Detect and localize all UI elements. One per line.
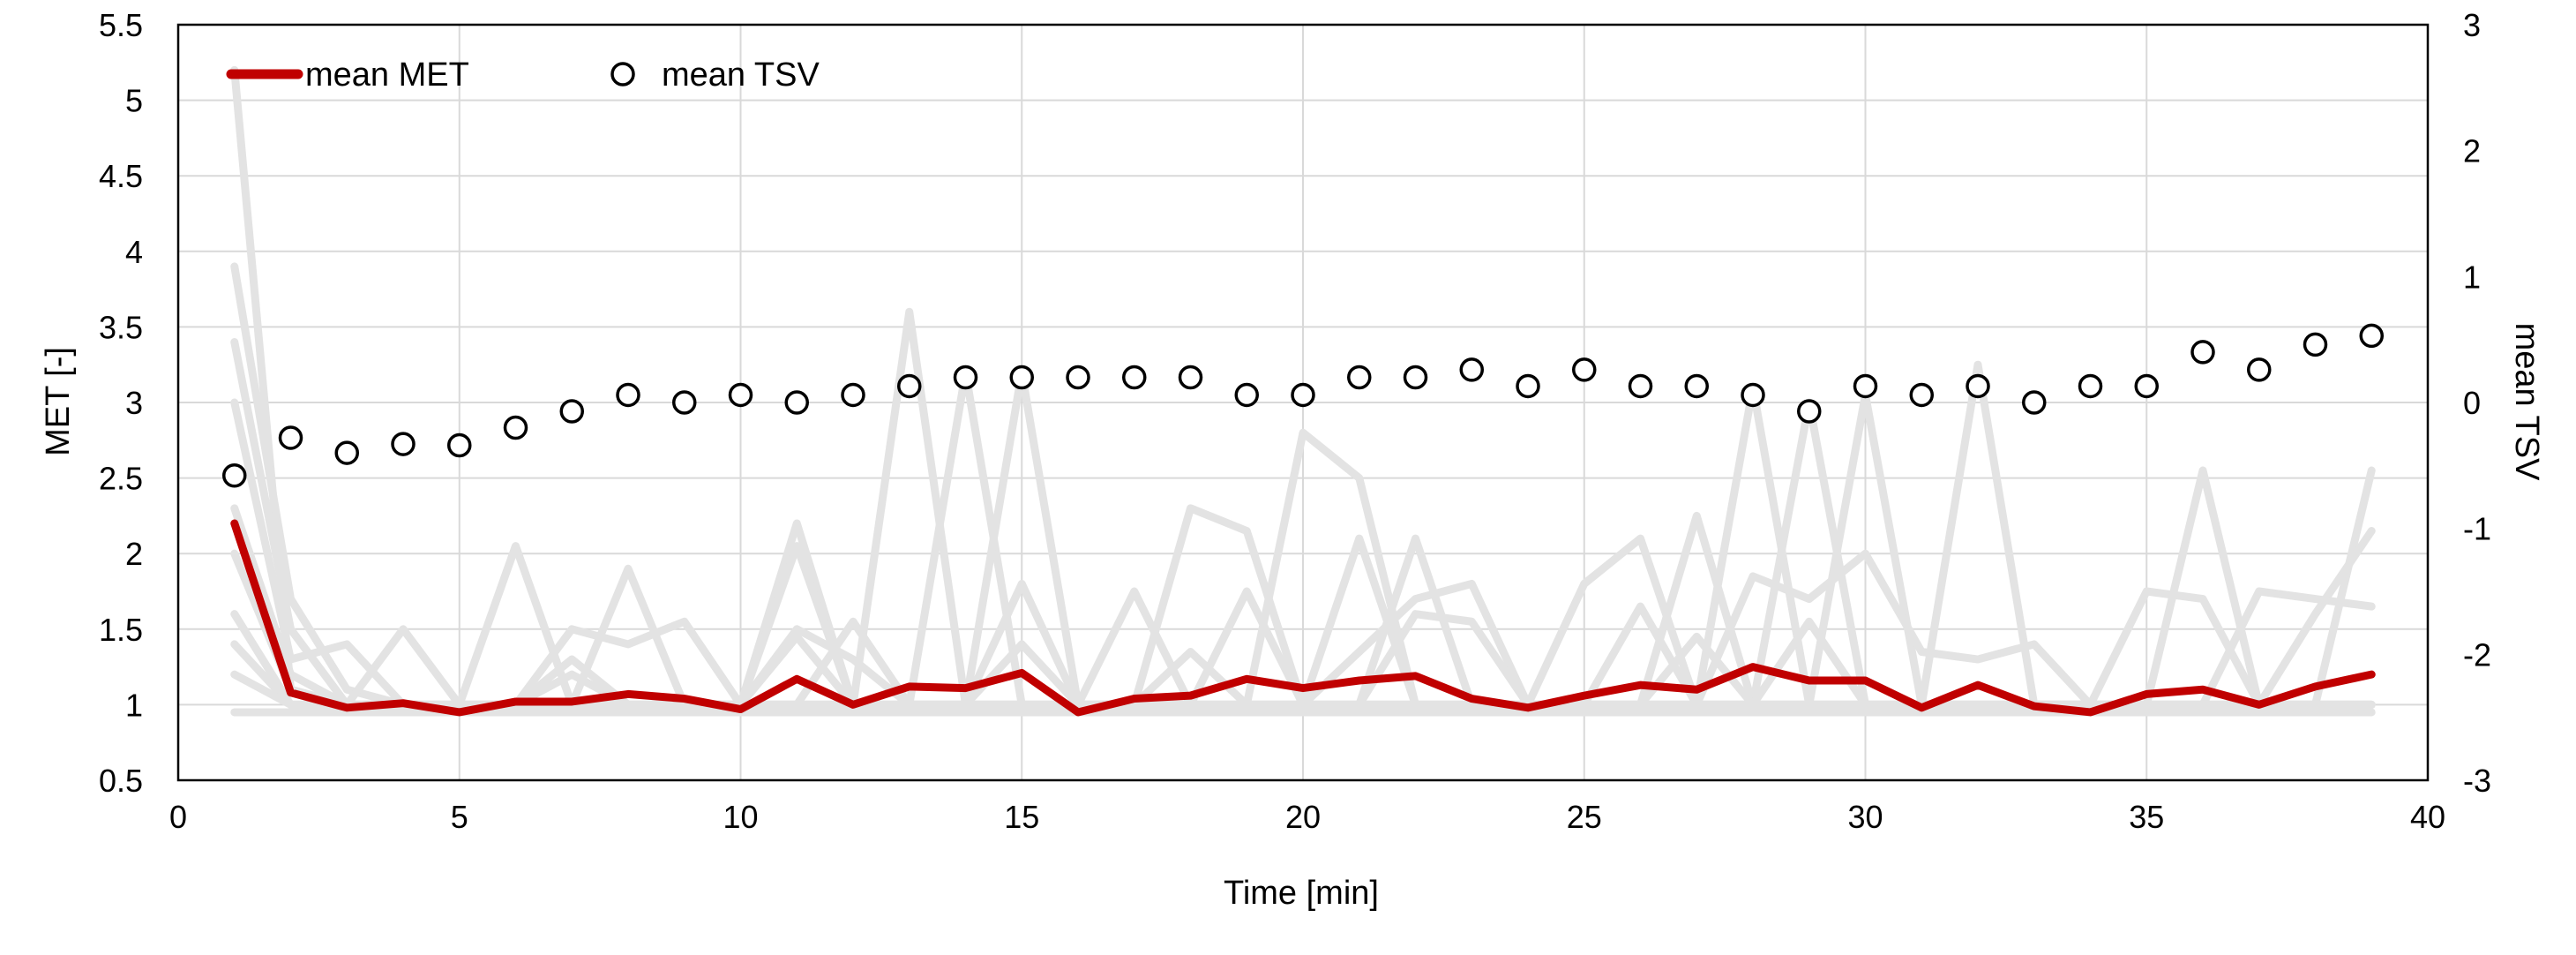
x-tick-label: 5 bbox=[451, 799, 468, 835]
mean-tsv-point bbox=[503, 415, 528, 440]
y-tick-label: 4 bbox=[125, 234, 143, 270]
y-tick-label: 3.5 bbox=[99, 309, 143, 345]
mean-tsv-point bbox=[1797, 399, 1822, 424]
y2-tick-label: 3 bbox=[2463, 7, 2481, 43]
mean-tsv-point bbox=[728, 382, 753, 408]
y-tick-label: 1.5 bbox=[99, 612, 143, 648]
y2-tick-label: -1 bbox=[2463, 511, 2491, 547]
mean-tsv-point bbox=[784, 390, 809, 415]
y2-axis-title: mean TSV bbox=[2508, 323, 2545, 481]
individual-met-trace bbox=[230, 670, 2376, 709]
mean-tsv-point bbox=[334, 440, 359, 465]
mean-tsv-point bbox=[1403, 365, 1428, 390]
mean-tsv-point bbox=[1741, 382, 1765, 408]
mean-tsv-point bbox=[391, 432, 416, 456]
y2-tick-label: -3 bbox=[2463, 763, 2491, 799]
mean-tsv-point bbox=[1966, 373, 1990, 399]
mean-tsv-point bbox=[2022, 390, 2047, 415]
mean-tsv-point bbox=[1178, 365, 1203, 390]
y-tick-label: 0.5 bbox=[99, 763, 143, 799]
mean-tsv-point bbox=[1909, 382, 1934, 408]
mean-tsv-point bbox=[1572, 357, 1597, 382]
tick-labels: 0 5 10 15 20 25 30 35 400.511.522.533.544.555.5-… bbox=[99, 7, 2491, 835]
mean-tsv-point bbox=[616, 382, 640, 408]
plot-frame bbox=[176, 23, 2430, 782]
y-tick-label: 4.5 bbox=[99, 158, 143, 194]
mean-tsv-point bbox=[222, 462, 247, 488]
mean-tsv-point bbox=[1459, 357, 1484, 382]
mean-tsv-point bbox=[1122, 365, 1147, 390]
mean-tsv-point bbox=[897, 373, 922, 399]
mean-tsv-point bbox=[953, 365, 978, 390]
y2-tick-label: -2 bbox=[2463, 636, 2491, 673]
mean-tsv-point bbox=[1066, 365, 1090, 390]
mean-tsv-point bbox=[1009, 365, 1034, 390]
mean-tsv-point bbox=[2247, 357, 2272, 382]
y-tick-label: 5.5 bbox=[99, 7, 143, 43]
mean-tsv-point bbox=[559, 399, 584, 424]
x-tick-label: 0 bbox=[169, 799, 187, 835]
y-tick-label: 5 bbox=[125, 83, 143, 119]
data-series bbox=[222, 323, 2384, 717]
grid-lines bbox=[178, 25, 2428, 780]
mean-tsv-point bbox=[1628, 373, 1653, 399]
individual-met-trace bbox=[230, 338, 2376, 709]
mean-tsv-point bbox=[447, 432, 472, 458]
mean-tsv-point bbox=[2134, 373, 2159, 399]
x-tick-label: 15 bbox=[1004, 799, 1039, 835]
y2-tick-label: 2 bbox=[2463, 133, 2481, 169]
mean-tsv-point bbox=[1347, 365, 1372, 390]
y-tick-label: 3 bbox=[125, 385, 143, 421]
x-tick-label: 30 bbox=[1847, 799, 1883, 835]
mean-tsv-point bbox=[1234, 382, 1259, 408]
x-axis-title: Time [min] bbox=[1224, 875, 1379, 912]
x-tick-label: 35 bbox=[2129, 799, 2164, 835]
legend-swatch-mean-tsv bbox=[610, 62, 635, 86]
x-tick-label: 40 bbox=[2410, 799, 2445, 835]
mean-tsv-point bbox=[1516, 373, 1540, 399]
y-tick-label: 2.5 bbox=[99, 461, 143, 497]
x-tick-label: 10 bbox=[723, 799, 758, 835]
mean-tsv-point bbox=[278, 425, 303, 450]
y2-tick-label: 1 bbox=[2463, 259, 2481, 295]
y-tick-label: 2 bbox=[125, 536, 143, 572]
legend-label-mean-tsv: mean TSV bbox=[662, 56, 820, 94]
mean-tsv-point bbox=[2078, 373, 2103, 399]
mean-tsv-point bbox=[841, 382, 865, 408]
mean-tsv-point bbox=[2359, 323, 2384, 349]
y-tick-label: 1 bbox=[125, 687, 143, 723]
axis-titles: Time [min] MET [-] mean TSV bbox=[40, 323, 2545, 912]
mean-tsv-point bbox=[1853, 373, 1878, 399]
y-axis-title: MET [-] bbox=[40, 347, 77, 456]
x-tick-label: 25 bbox=[1567, 799, 1602, 835]
mean-tsv-point bbox=[672, 390, 697, 415]
mean-tsv-point bbox=[1291, 382, 1315, 408]
legend: mean MET mean TSV bbox=[226, 56, 820, 94]
y2-tick-label: 0 bbox=[2463, 385, 2481, 421]
individual-met-traces bbox=[230, 65, 2376, 717]
legend-label-mean-met: mean MET bbox=[305, 56, 469, 94]
plot-area-border bbox=[176, 23, 2430, 782]
mean-met-line bbox=[230, 519, 2376, 717]
x-tick-label: 20 bbox=[1285, 799, 1321, 835]
mean-tsv-point bbox=[2303, 332, 2328, 357]
mean-tsv-point bbox=[2190, 340, 2215, 365]
mean-tsv-point bbox=[1684, 373, 1709, 399]
